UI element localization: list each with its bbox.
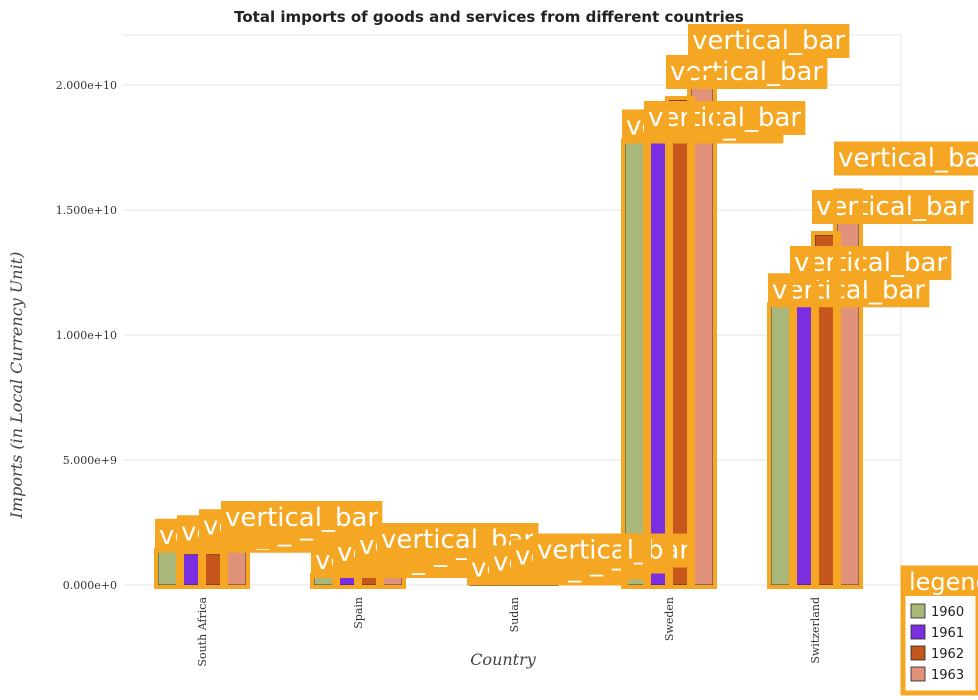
x-tick-label: Sweden — [663, 597, 676, 641]
bar-annotation-box — [198, 550, 228, 589]
bar-annotation-box — [665, 96, 695, 589]
y-tick-label: 0.000e+0 — [63, 579, 117, 592]
y-tick-label: 1.500e+10 — [56, 204, 117, 217]
bar-annotation-box — [354, 570, 384, 589]
legend-swatch — [910, 645, 926, 661]
bar-annotation-box — [220, 548, 250, 589]
x-axis-ticks: South Africa Spain Sudan Sweden Switzerland — [196, 597, 822, 667]
bar-annotation-bg — [688, 24, 850, 58]
legend-swatch — [910, 624, 926, 640]
legend-label: 1963 — [931, 668, 964, 683]
bar-annotation-box — [833, 188, 863, 589]
bar-annotation-box — [687, 71, 717, 589]
y-tick-label: 1.000e+10 — [56, 329, 117, 342]
y-tick-label: 2.000e+10 — [56, 79, 117, 92]
bar-annotation-bg — [834, 141, 978, 176]
legend-label: 1961 — [931, 626, 964, 641]
y-axis-ticks: 0.000e+0 5.000e+9 1.000e+10 1.500e+10 2.000e… — [56, 79, 117, 592]
bar-annotation-box — [811, 231, 841, 589]
legend-label: 1960 — [931, 605, 964, 620]
bar-annotation-label: vertical_bar — [794, 248, 947, 278]
x-axis-label: Country — [470, 650, 537, 669]
legend-title: legend — [909, 568, 978, 596]
bar-annotation-label: vertical_bar — [772, 275, 925, 305]
x-tick-label: South Africa — [196, 597, 209, 667]
bar-annotation-label: vertical_bar — [838, 144, 978, 174]
bar-annotation-box — [789, 281, 819, 589]
y-tick-label: 5.000e+9 — [63, 454, 117, 467]
bar-annotation-label: vertical_bar — [537, 536, 690, 566]
x-tick-label: Spain — [352, 597, 365, 629]
bar-annotation-bg — [812, 190, 974, 224]
bar-annotation-box — [643, 136, 673, 589]
x-tick-label: Switzerland — [809, 597, 822, 664]
legend-title-bg — [903, 566, 978, 596]
bar-annotation-bg — [644, 101, 806, 135]
bar-annotation-box — [176, 550, 206, 589]
bar-annotation-label: vertical_bar — [692, 26, 845, 56]
legend-swatch — [910, 666, 926, 682]
y-axis-label: Imports (in Local Currency Unit) — [7, 252, 26, 520]
chart-title: Total imports of goods and services from… — [234, 8, 744, 26]
legend-swatch — [910, 603, 926, 619]
bar-annotation-label: vertical_bar — [816, 192, 969, 222]
bar-annotation-bg — [790, 246, 952, 280]
bar-annotation-box — [376, 570, 406, 589]
legend: legend 1960 1961 1962 1963 — [900, 565, 978, 696]
bar-annotation-box — [332, 570, 362, 589]
legend-label: 1962 — [931, 647, 964, 662]
bar-annotation-label: vertical_bar — [648, 103, 801, 133]
bar-annotation-label: vertical_bar — [225, 503, 378, 533]
x-tick-label: Sudan — [508, 597, 521, 632]
